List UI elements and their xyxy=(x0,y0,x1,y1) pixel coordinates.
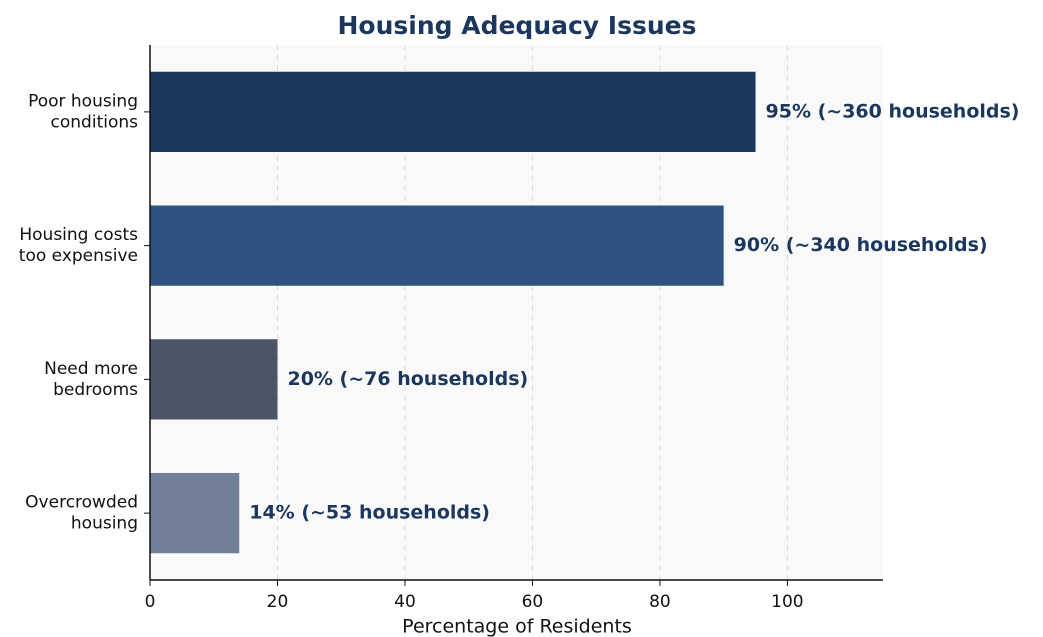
y-tick-label-line: conditions xyxy=(51,112,139,132)
x-tick-label: 0 xyxy=(145,592,156,612)
value-label: 14% (~53 households) xyxy=(249,502,490,524)
y-tick-label-line: Poor housing xyxy=(28,91,138,111)
bar xyxy=(150,71,756,152)
y-tick-label: Poor housing conditions xyxy=(28,91,138,132)
y-tick-label: Need more bedrooms xyxy=(44,359,138,400)
x-axis-label: Percentage of Residents xyxy=(402,616,632,637)
bar xyxy=(150,205,724,286)
y-tick-label-line: housing xyxy=(71,514,138,534)
bar xyxy=(150,473,240,554)
bar xyxy=(150,339,278,420)
x-tick-label: 20 xyxy=(267,592,289,612)
x-tick-label: 40 xyxy=(394,592,416,612)
y-tick-label-line: Housing costs xyxy=(19,225,138,245)
y-tick-label-line: Need more xyxy=(44,359,138,379)
y-tick-label-line: too expensive xyxy=(19,246,138,266)
y-tick-label: Overcrowded housing xyxy=(25,493,138,534)
value-label: 90% (~340 households) xyxy=(734,234,988,256)
y-tick-label-line: Overcrowded xyxy=(25,493,138,513)
value-label: 20% (~76 households) xyxy=(287,368,528,390)
chart-title: Housing Adequacy Issues xyxy=(337,11,696,40)
x-tick-label: 80 xyxy=(649,592,671,612)
x-tick-label: 60 xyxy=(522,592,544,612)
value-label: 95% (~360 households) xyxy=(766,100,1020,122)
y-tick-label: Housing costs too expensive xyxy=(19,225,138,266)
y-tick-label-line: bedrooms xyxy=(53,380,138,400)
x-tick-label: 100 xyxy=(771,592,803,612)
